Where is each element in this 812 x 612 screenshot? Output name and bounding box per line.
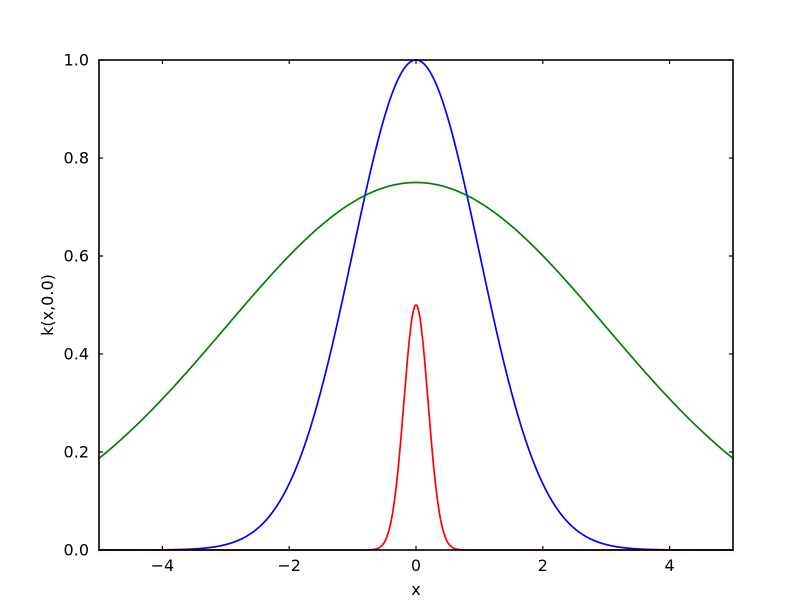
y-tick-label: 0.6: [64, 247, 89, 266]
series-line-green-gaussian: [98, 181, 734, 460]
y-tick-label: 0.0: [64, 541, 89, 560]
y-tick-label: 0.8: [64, 149, 89, 168]
y-tick-label: 1.0: [64, 51, 89, 70]
x-tick-label: 2: [538, 556, 548, 575]
x-tick-label: 0: [411, 556, 421, 575]
y-tick-label: 0.2: [64, 443, 89, 462]
axes-frame: [98, 59, 734, 551]
tick-labels-group: −4 −2 0 2 4 0.0 0.2 0.4 0.6 0.8 1.0: [64, 51, 675, 576]
x-tick-label: −2: [277, 556, 301, 575]
x-axis-label: x: [411, 580, 420, 599]
x-tick-label: 4: [665, 556, 675, 575]
x-tick-label: −4: [151, 556, 175, 575]
y-axis-label: k(x,0.0): [38, 274, 57, 336]
y-tick-label: 0.4: [64, 345, 89, 364]
